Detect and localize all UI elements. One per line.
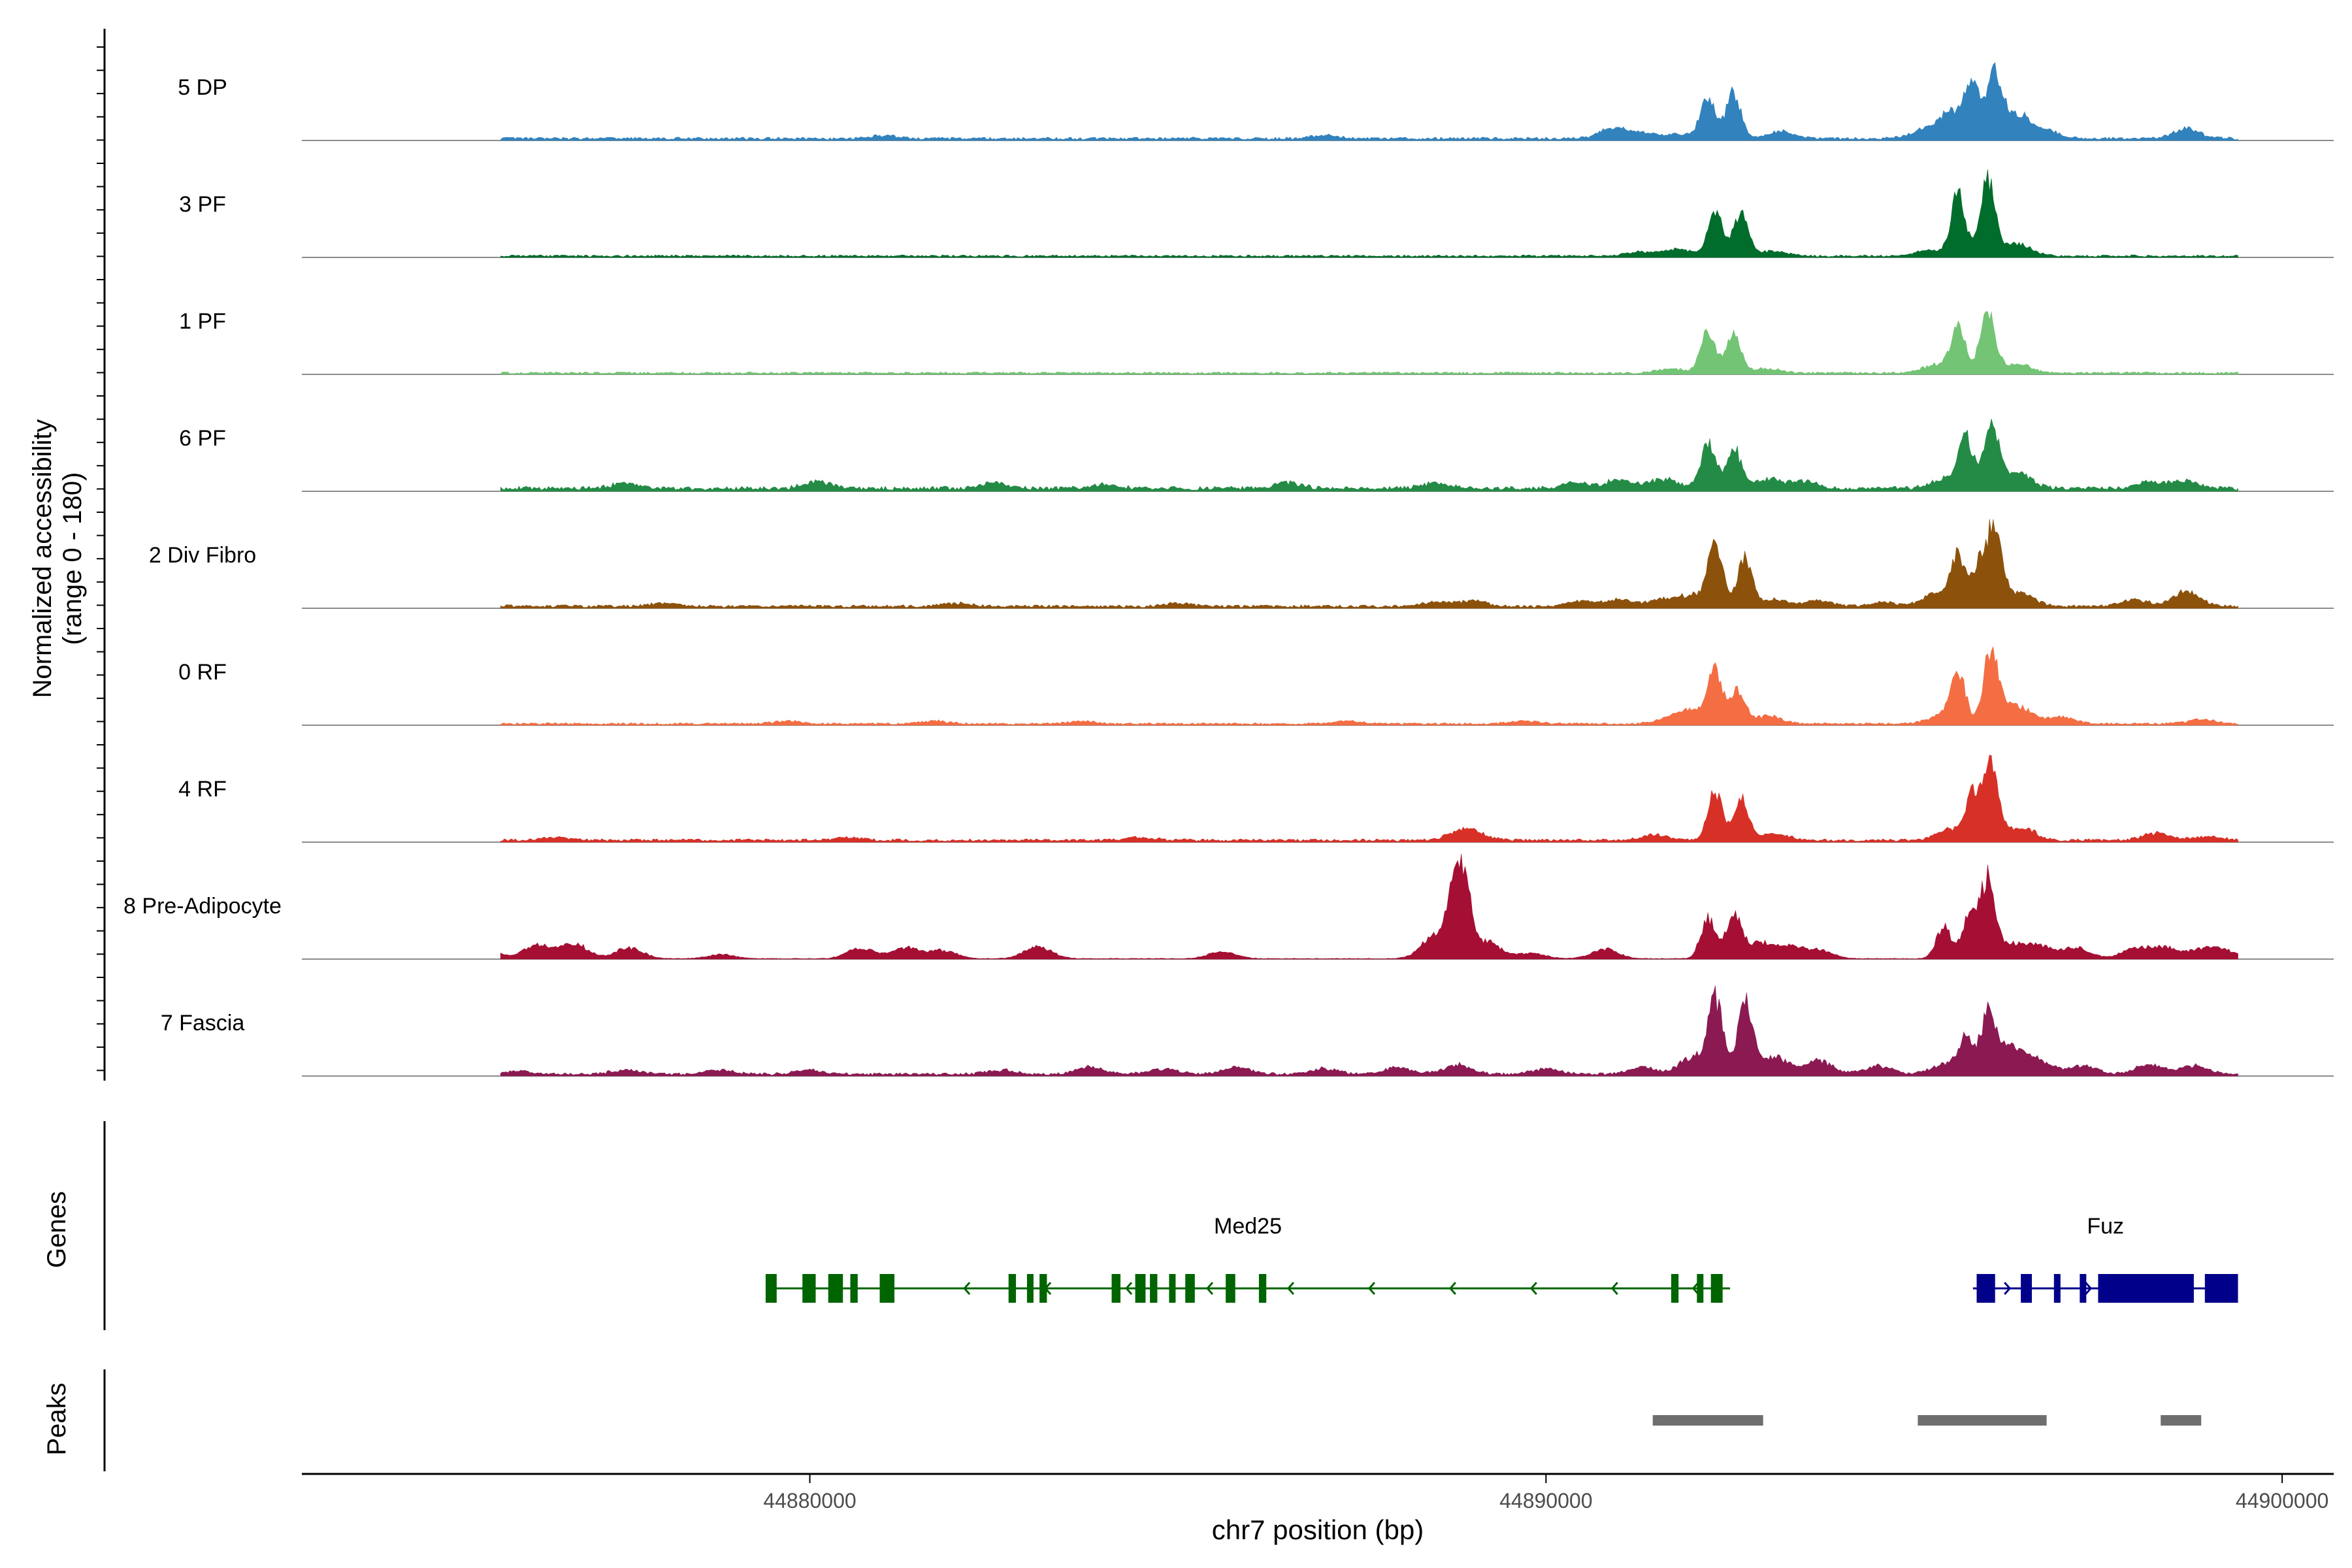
coverage-area bbox=[500, 853, 2238, 960]
track-3-pf: 3 PF bbox=[179, 169, 2334, 258]
exon bbox=[1026, 1274, 1034, 1303]
coverage-area bbox=[500, 519, 2238, 609]
track-7-fascia: 7 Fascia bbox=[161, 985, 2334, 1077]
exon bbox=[850, 1274, 858, 1303]
track-6-pf: 6 PF bbox=[179, 418, 2334, 492]
x-tick-label: 44880000 bbox=[763, 1489, 856, 1512]
exon bbox=[828, 1274, 843, 1303]
strand-arrow bbox=[1529, 1282, 1537, 1295]
track-label: 8 Pre-Adipocyte bbox=[123, 894, 282, 919]
exon bbox=[1008, 1274, 1016, 1303]
exon bbox=[1697, 1274, 1704, 1303]
gene-annotations: Med25 Fuz bbox=[765, 1214, 2238, 1303]
exon bbox=[2053, 1274, 2061, 1303]
peak-region bbox=[1918, 1415, 2047, 1426]
track-label: 0 RF bbox=[178, 660, 227, 685]
genes-panel-label: Genes bbox=[42, 1191, 71, 1268]
exon bbox=[2098, 1274, 2194, 1303]
coverage-area bbox=[500, 985, 2238, 1077]
gene-med25: Med25 bbox=[765, 1214, 1730, 1303]
track-5-dp: 5 DP bbox=[178, 62, 2334, 141]
y-axis-label: Normalized accessibility (range 0 - 180) bbox=[28, 419, 87, 698]
y-axis-label-line1: Normalized accessibility bbox=[28, 419, 57, 698]
gene-label: Med25 bbox=[1214, 1214, 1282, 1239]
strand-arrow bbox=[1367, 1282, 1375, 1295]
x-tick-label: 44900000 bbox=[2236, 1489, 2328, 1512]
coverage-area bbox=[500, 755, 2238, 843]
coverage-area bbox=[500, 645, 2238, 726]
strand-arrow bbox=[1205, 1282, 1214, 1295]
track-label: 5 DP bbox=[178, 75, 227, 100]
coverage-area bbox=[500, 311, 2238, 375]
exon bbox=[2080, 1274, 2087, 1303]
track-2-div-fibro: 2 Div Fibro bbox=[149, 519, 2334, 609]
exon bbox=[1150, 1274, 1158, 1303]
exon bbox=[1185, 1274, 1195, 1303]
strand-arrow bbox=[1610, 1282, 1618, 1295]
peak-regions bbox=[1652, 1415, 2202, 1426]
track-8-pre-adipocyte: 8 Pre-Adipocyte bbox=[123, 853, 2334, 960]
exon bbox=[2021, 1274, 2032, 1303]
peak-region bbox=[1652, 1415, 1763, 1426]
exon bbox=[1135, 1274, 1146, 1303]
exon bbox=[2204, 1274, 2238, 1303]
track-4-rf: 4 RF bbox=[178, 755, 2334, 843]
track-label: 7 Fascia bbox=[161, 1011, 245, 1036]
exon bbox=[1226, 1274, 1235, 1303]
peak-region bbox=[2161, 1415, 2202, 1426]
strand-arrow bbox=[1125, 1282, 1133, 1295]
y-axis-label-line2: (range 0 - 180) bbox=[58, 472, 87, 645]
track-1-pf: 1 PF bbox=[179, 309, 2334, 375]
strand-arrow bbox=[2004, 1282, 2012, 1295]
exon bbox=[802, 1274, 816, 1303]
track-0-rf: 0 RF bbox=[178, 645, 2334, 726]
track-label: 4 RF bbox=[178, 777, 227, 802]
track-label: 1 PF bbox=[179, 309, 226, 334]
track-label: 3 PF bbox=[179, 192, 226, 217]
coverage-area bbox=[500, 62, 2238, 141]
exon bbox=[1258, 1274, 1267, 1303]
gene-fuz: Fuz bbox=[1972, 1214, 2238, 1303]
exon bbox=[1671, 1274, 1679, 1303]
exon bbox=[1111, 1274, 1120, 1303]
strand-arrow bbox=[1286, 1282, 1295, 1295]
exon bbox=[765, 1274, 777, 1303]
gene-label: Fuz bbox=[2087, 1214, 2124, 1239]
strand-arrow bbox=[963, 1282, 971, 1295]
track-label: 6 PF bbox=[179, 426, 226, 451]
coverage-tracks: 5 DP 3 PF 1 PF 6 PF 2 Div Fibro 0 RF 4 RF 8 Pre… bbox=[123, 62, 2334, 1077]
exon bbox=[1169, 1274, 1176, 1303]
track-label: 2 Div Fibro bbox=[149, 543, 256, 568]
exon bbox=[1710, 1274, 1723, 1303]
strand-arrow bbox=[1691, 1282, 1699, 1295]
x-axis-ticks: 44880000 44890000 44900000 bbox=[763, 1474, 2328, 1512]
coverage-area bbox=[500, 418, 2238, 492]
strand-arrow bbox=[2085, 1282, 2093, 1295]
peaks-panel-label: Peaks bbox=[42, 1382, 71, 1455]
exon bbox=[1039, 1274, 1047, 1303]
exon bbox=[879, 1274, 894, 1303]
coverage-area bbox=[500, 169, 2238, 258]
strand-arrow bbox=[1448, 1282, 1456, 1295]
tracks-left-axis-ticks bbox=[97, 46, 105, 1071]
x-axis-label: chr7 position (bp) bbox=[1212, 1514, 1424, 1545]
exon bbox=[1976, 1274, 1995, 1303]
x-tick-label: 44890000 bbox=[1499, 1489, 1592, 1512]
